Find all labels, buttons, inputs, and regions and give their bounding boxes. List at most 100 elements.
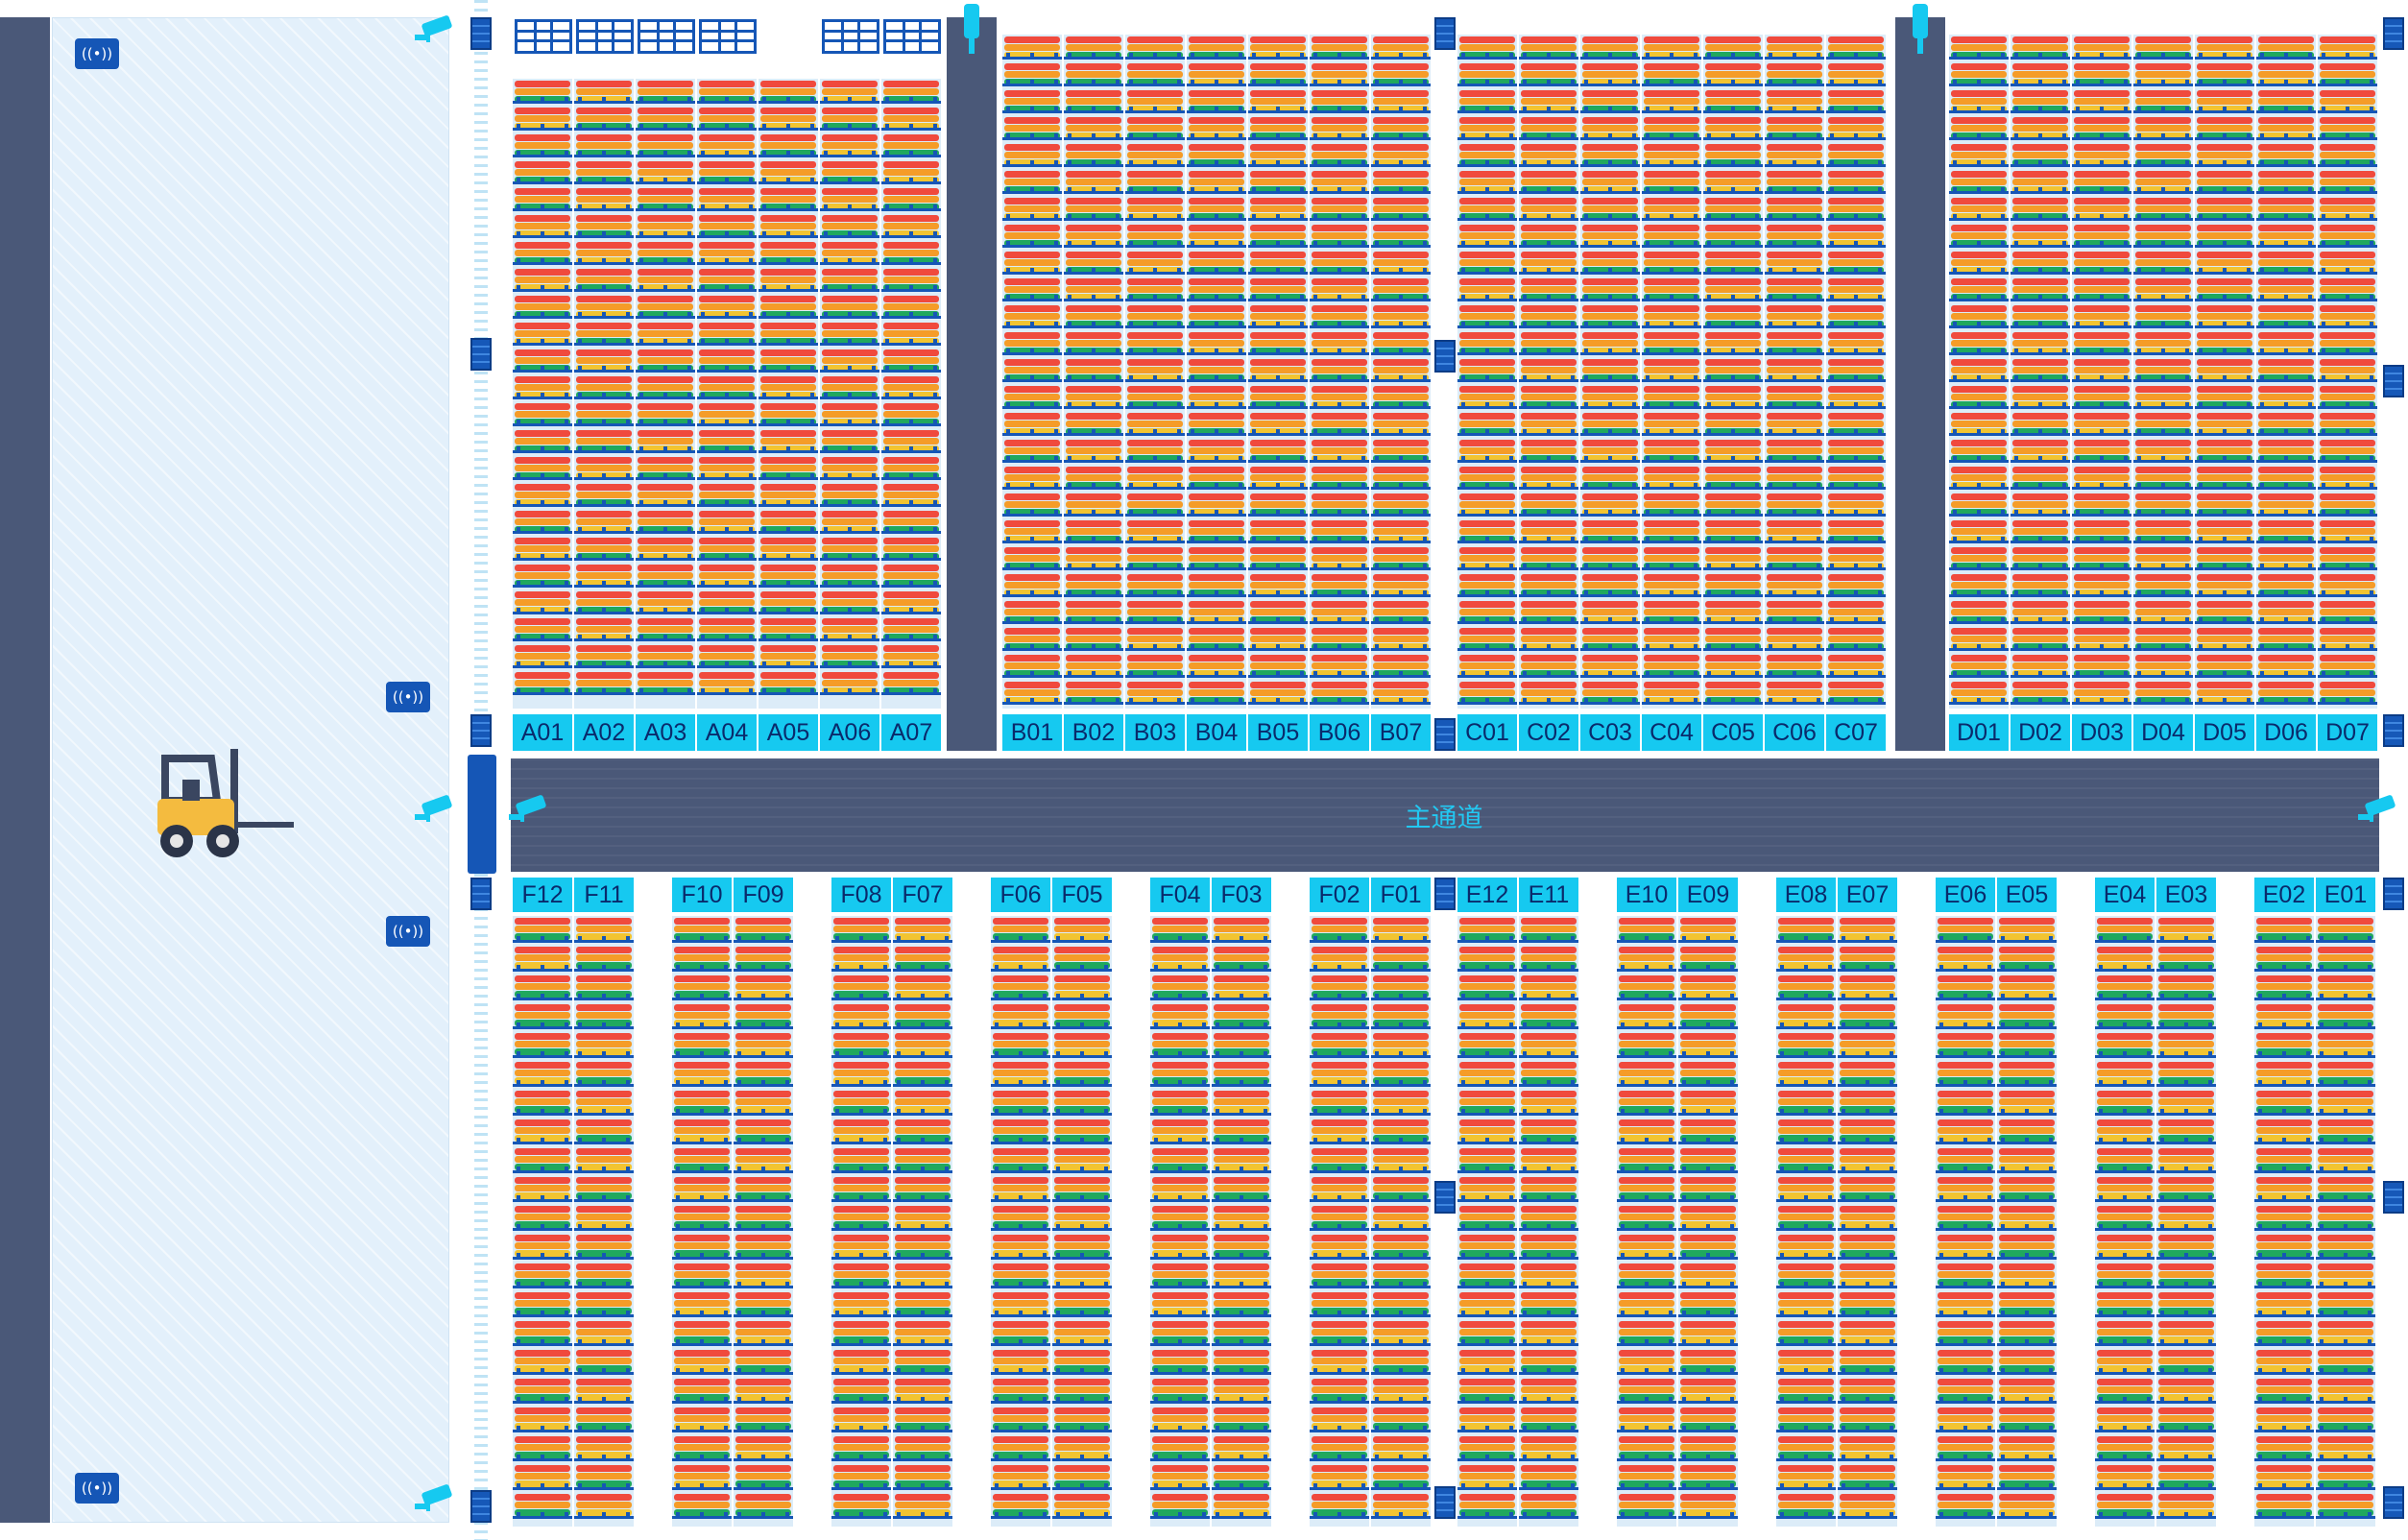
stock-strip [1521,662,1577,669]
rack-bay[interactable] [513,79,572,709]
stock-strip [1004,71,1060,78]
rack-bay[interactable] [1580,35,1640,709]
shelf-post [1571,133,1575,139]
shelf-post [824,527,828,533]
shelf-post [1092,537,1096,542]
shelf-post [1399,53,1403,59]
rack-bay[interactable] [1765,35,1824,709]
rack-bay[interactable] [1457,35,1517,709]
shelf-post [1129,671,1133,677]
stock-strip [1127,367,1183,373]
rack-bay[interactable] [820,79,879,709]
shelf-post [2038,456,2042,462]
stock-strip [515,1012,570,1019]
shelf-post [1239,53,1242,59]
rack-bay[interactable] [2072,35,2131,709]
rack-bay[interactable] [1125,35,1185,709]
shelf-post [1731,617,1735,623]
shelf-post [578,178,582,183]
rack-bay[interactable] [1187,35,1246,709]
shelf-post [1239,537,1242,542]
stock-strip [2135,474,2191,481]
stock-strip [1066,44,1121,51]
rack-bay[interactable] [513,916,572,1527]
shelf-post [1337,107,1341,112]
stock-strip [2320,493,2375,500]
shelf-post [1878,349,1882,354]
shelf-post [1153,644,1157,650]
shelf-post [2346,483,2349,489]
rack-bay[interactable] [759,79,818,709]
shelf-post [1239,160,1242,166]
stock-strip [699,518,755,525]
stock-strip [2197,259,2252,266]
forklift-icon[interactable] [154,745,298,866]
stock-strip [1250,152,1306,158]
rack-bay[interactable] [1310,35,1369,709]
stock-strip [883,134,939,141]
stock-strip [515,1473,570,1480]
shelf-post [885,581,889,587]
rack-bay[interactable] [2195,35,2254,709]
shelf-post [1646,53,1649,59]
shelf-post [1399,590,1403,596]
shelf-post [2247,456,2251,462]
shelf-post [1632,644,1636,650]
stock-strip [1951,98,2007,105]
rack-bay[interactable] [574,79,634,709]
rack-bay[interactable] [1002,35,1062,709]
shelf-post [2223,133,2227,139]
rack-bay[interactable] [1064,35,1123,709]
rack-bay[interactable] [574,916,634,1527]
rack-bay[interactable] [881,79,941,709]
shelf-post [517,688,520,694]
shelf-post [1129,322,1133,327]
stock-strip [1189,601,1244,608]
rack-bay[interactable] [1371,35,1431,709]
shelf-post [517,554,520,560]
stock-strip [638,565,693,571]
shelf-post [1030,133,1034,139]
stock-strip [1767,305,1822,312]
shelf-post [1239,133,1242,139]
shelf-post [1300,133,1304,139]
shelf-post [2284,510,2288,516]
stock-strip [1373,628,1429,635]
stock-strip [1250,232,1306,239]
shelf-post [2001,590,2005,596]
rack-bay[interactable] [1248,35,1308,709]
shelf-post [602,231,606,237]
rack-bay[interactable] [2256,35,2316,709]
shelf-post [1030,698,1034,704]
rack-bay[interactable] [2011,35,2070,709]
aisle-gate[interactable] [468,755,496,874]
shelf-post [933,608,937,614]
stock-strip [2135,682,2191,688]
shelf-post [578,151,582,156]
shelf-post [1300,644,1304,650]
stock-strip [515,572,570,579]
stock-strip [2012,520,2068,527]
rack-bay[interactable] [697,79,757,709]
rack-bay[interactable] [1949,35,2009,709]
shelf-post [687,527,691,533]
rack-bay[interactable] [1519,35,1578,709]
stock-strip [1127,90,1183,97]
stock-strip [2258,367,2314,373]
rack-bay[interactable] [1703,35,1763,709]
shelf-post [1337,187,1341,193]
shelf-post [2185,456,2189,462]
rack-bay[interactable] [2318,35,2377,709]
stock-strip [1189,313,1244,320]
shelf-post [663,312,667,318]
rack-bay[interactable] [1826,35,1886,709]
rack-bay[interactable] [636,79,695,709]
stock-strip [699,599,755,606]
stock-strip [883,680,939,686]
shelf-post [578,97,582,103]
rack-bay[interactable] [1642,35,1701,709]
rack-bay[interactable] [2133,35,2193,709]
stock-strip [1066,305,1121,312]
shelf-post [1509,349,1513,354]
stock-strip [1951,609,2007,615]
